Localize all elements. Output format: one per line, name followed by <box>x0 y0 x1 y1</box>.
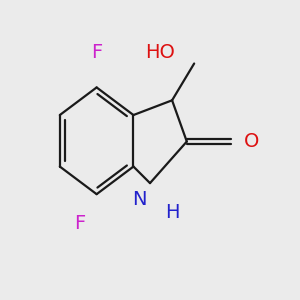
Text: F: F <box>74 214 86 233</box>
Text: N: N <box>132 190 146 209</box>
Text: HO: HO <box>145 43 175 62</box>
Text: F: F <box>91 43 102 62</box>
Text: H: H <box>165 203 179 222</box>
Text: O: O <box>244 132 259 151</box>
